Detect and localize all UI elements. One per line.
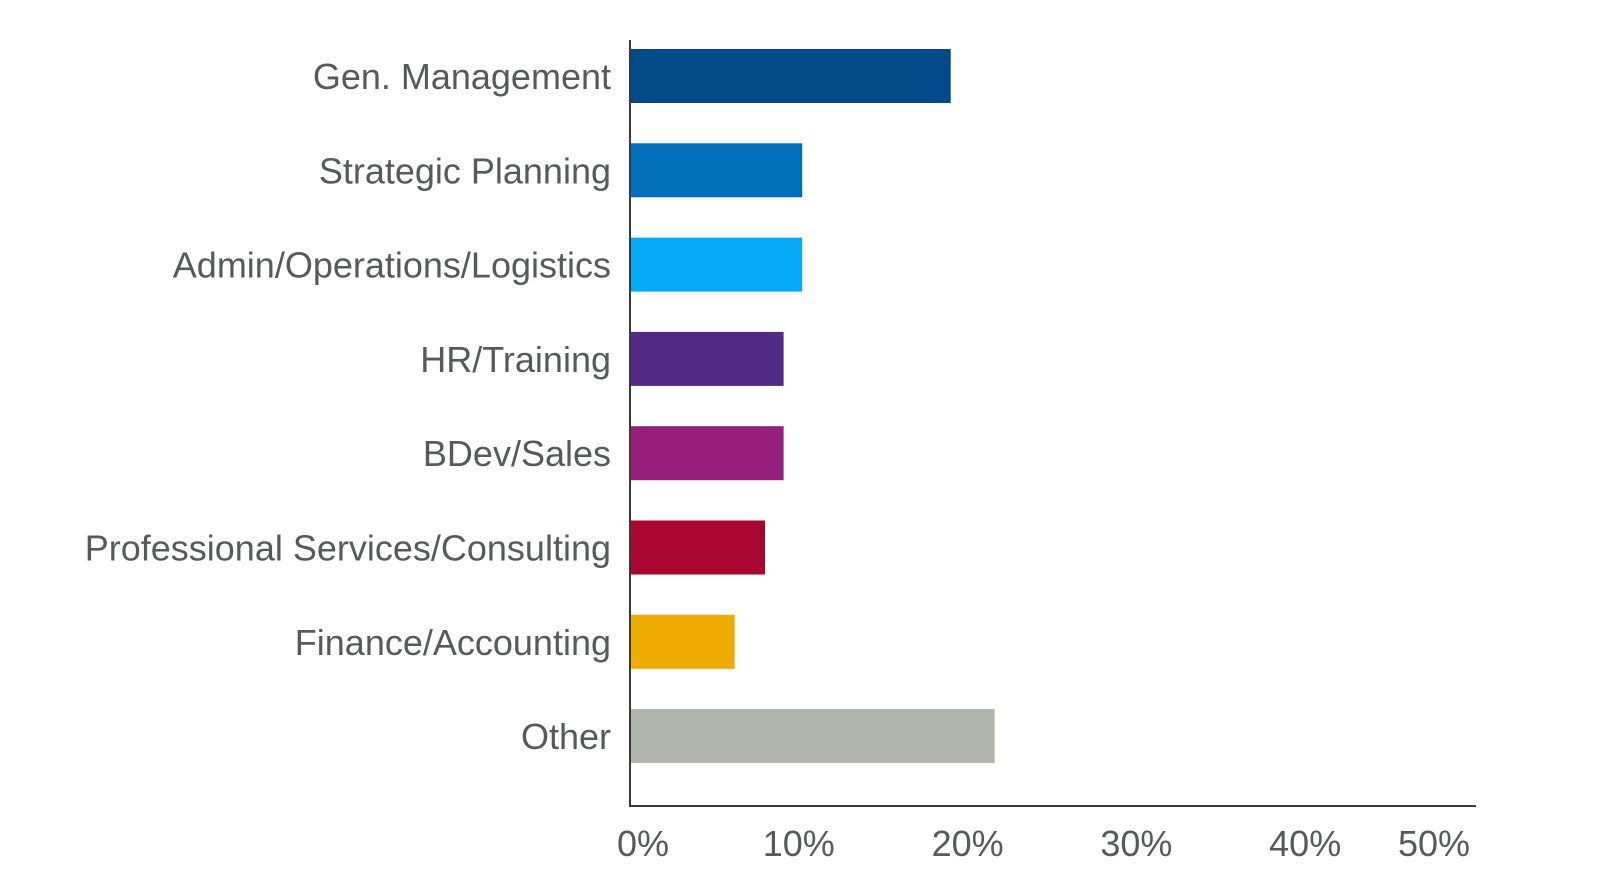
category-label: BDev/Sales: [423, 433, 611, 474]
bar-5: [630, 520, 765, 575]
category-label: Professional Services/Consulting: [85, 528, 611, 569]
bar-1: [630, 143, 803, 198]
x-tick-labels: 0% 10% 20% 30% 40% 50%: [617, 823, 1470, 864]
category-label: HR/Training: [420, 339, 611, 380]
x-tick-label: 20%: [932, 823, 1004, 864]
x-tick-label: 30%: [1100, 823, 1172, 864]
category-label: Gen. Management: [313, 56, 611, 97]
bar-6: [630, 614, 735, 669]
category-label: Admin/Operations/Logistics: [173, 245, 611, 286]
x-tick-label: 50%: [1398, 823, 1470, 864]
category-labels: Gen. Management Strategic Planning Admin/O…: [85, 56, 611, 757]
bar-4: [630, 426, 784, 481]
category-label: Finance/Accounting: [295, 622, 611, 663]
bar-7: [630, 709, 995, 764]
bar-0: [630, 49, 951, 103]
x-tick-label: 0%: [617, 823, 669, 864]
bar-3: [630, 331, 784, 386]
bar-2: [630, 237, 803, 292]
bars-group: [630, 49, 995, 764]
x-tick-label: 10%: [763, 823, 835, 864]
x-tick-label: 40%: [1269, 823, 1341, 864]
category-label: Strategic Planning: [319, 150, 611, 191]
category-label: Other: [521, 716, 611, 757]
